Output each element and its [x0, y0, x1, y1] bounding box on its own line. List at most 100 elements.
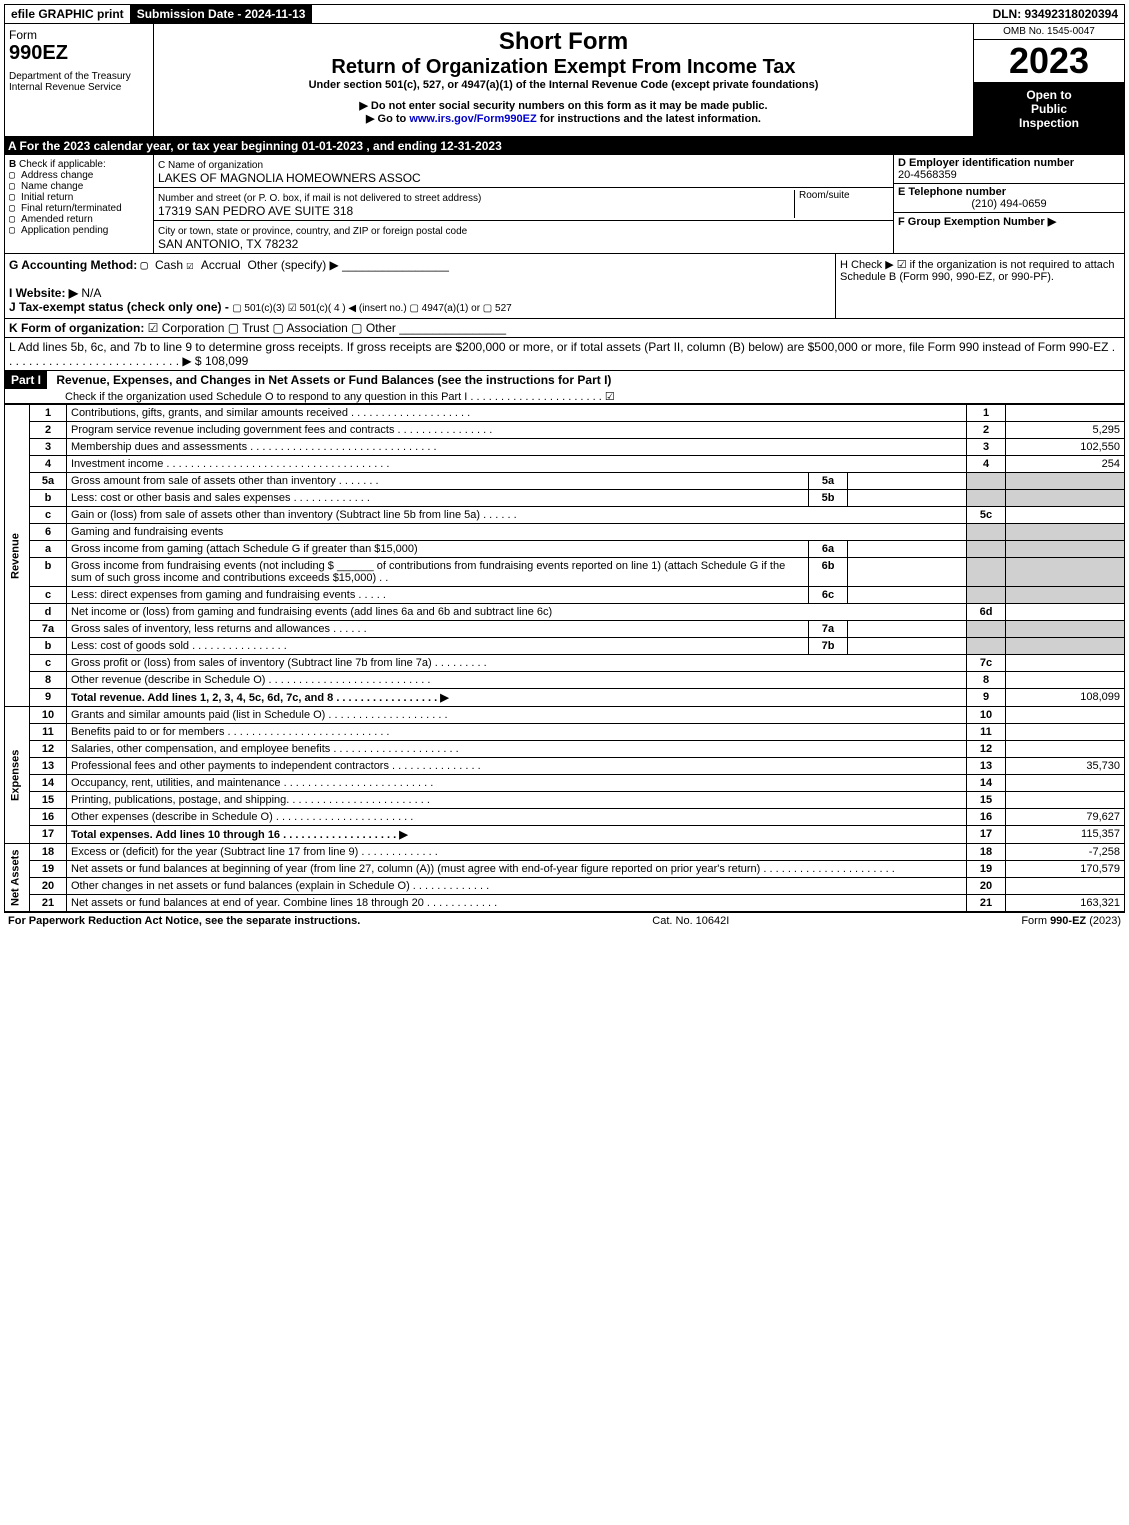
n5c: c — [30, 507, 67, 524]
a5c — [1006, 507, 1125, 524]
r19: 19 — [967, 861, 1006, 878]
dept-label: Department of the Treasury — [9, 71, 149, 82]
t10: Grants and similar amounts paid (list in… — [67, 707, 967, 724]
sh7a2 — [1006, 621, 1125, 638]
footer-right: Form 990-EZ (2023) — [1021, 915, 1121, 927]
opt-pending: Application pending — [21, 225, 108, 236]
l-row: L Add lines 5b, 6c, and 7b to line 9 to … — [4, 338, 1125, 371]
chk-name[interactable]: ▢ — [9, 181, 21, 192]
irs-link[interactable]: www.irs.gov/Form990EZ — [409, 113, 536, 125]
part1-header-row: Part I Revenue, Expenses, and Changes in… — [4, 371, 1125, 404]
ein-value: 20-4568359 — [898, 169, 957, 181]
r9: 9 — [967, 689, 1006, 707]
a6d — [1006, 604, 1125, 621]
t17: Total expenses. Add lines 10 through 16 … — [67, 826, 967, 844]
section-a: A For the 2023 calendar year, or tax yea… — [4, 137, 1125, 155]
t2: Program service revenue including govern… — [67, 422, 967, 439]
main-title: Return of Organization Exempt From Incom… — [158, 56, 969, 79]
t6: Gaming and fundraising events — [67, 524, 967, 541]
chk-amended[interactable]: ▢ — [9, 214, 21, 225]
chk-pending[interactable]: ▢ — [9, 225, 21, 236]
open2: Public — [1031, 102, 1067, 116]
t3: Membership dues and assessments . . . . … — [67, 439, 967, 456]
opt-address: Address change — [21, 170, 93, 181]
r17: 17 — [967, 826, 1006, 844]
chk-final[interactable]: ▢ — [9, 203, 21, 214]
city-label: City or town, state or province, country… — [158, 226, 467, 237]
n2: 2 — [30, 422, 67, 439]
footer-left: For Paperwork Reduction Act Notice, see … — [8, 915, 360, 927]
n4: 4 — [30, 456, 67, 473]
g-accrual: Accrual — [201, 258, 241, 272]
sh6c — [967, 587, 1006, 604]
opt-initial: Initial return — [21, 192, 73, 203]
c-name-label: C Name of organization — [158, 160, 263, 171]
e-label: E Telephone number — [898, 186, 1006, 198]
sh7a — [967, 621, 1006, 638]
t13: Professional fees and other payments to … — [67, 758, 967, 775]
n6d: d — [30, 604, 67, 621]
footer-mid: Cat. No. 10642I — [652, 915, 729, 927]
ma6b — [848, 558, 967, 587]
h-text: H Check ▶ ☑ if the organization is not r… — [840, 259, 1115, 283]
submission-date: Submission Date - 2024-11-13 — [131, 5, 313, 23]
a13: 35,730 — [1006, 758, 1125, 775]
ma6c — [848, 587, 967, 604]
group-exemption-box: F Group Exemption Number ▶ — [894, 213, 1124, 230]
t6c: Less: direct expenses from gaming and fu… — [67, 587, 809, 604]
addr-box: Number and street (or P. O. box, if mail… — [154, 188, 893, 221]
n6c: c — [30, 587, 67, 604]
t6b1: Gross income from fundraising events (no… — [71, 560, 334, 572]
expenses-label: Expenses — [5, 707, 30, 844]
sh6 — [967, 524, 1006, 541]
form-word: Form — [9, 28, 149, 42]
a19: 170,579 — [1006, 861, 1125, 878]
chk-accrual[interactable]: ☑ — [186, 258, 200, 272]
t11: Benefits paid to or for members . . . . … — [67, 724, 967, 741]
org-name: LAKES OF MAGNOLIA HOMEOWNERS ASSOC — [158, 171, 421, 185]
n11: 11 — [30, 724, 67, 741]
lines-table: Revenue 1 Contributions, gifts, grants, … — [4, 404, 1125, 912]
l-amount: 108,099 — [205, 354, 248, 368]
g-label: G Accounting Method: — [9, 258, 137, 272]
revenue-label: Revenue — [5, 405, 30, 707]
sh7b — [967, 638, 1006, 655]
opt-amended: Amended return — [21, 214, 93, 225]
efile-label: efile GRAPHIC print — [5, 5, 131, 23]
b-check-label: Check if applicable: — [19, 159, 106, 170]
sh5a2 — [1006, 473, 1125, 490]
netassets-label: Net Assets — [5, 844, 30, 912]
col-de: D Employer identification number 20-4568… — [893, 155, 1124, 253]
a7c — [1006, 655, 1125, 672]
t6d: Net income or (loss) from gaming and fun… — [67, 604, 967, 621]
g-cash: Cash — [155, 258, 183, 272]
j-opts: ▢ 501(c)(3) ☑ 501(c)( 4 ) ◀ (insert no.)… — [232, 303, 512, 314]
chk-address[interactable]: ▢ — [9, 170, 21, 181]
g-box: G Accounting Method: ▢ Cash ☑ Accrual Ot… — [5, 254, 835, 318]
sh6a2 — [1006, 541, 1125, 558]
n3: 3 — [30, 439, 67, 456]
r3: 3 — [967, 439, 1006, 456]
chk-initial[interactable]: ▢ — [9, 192, 21, 203]
b-label: B — [9, 159, 16, 170]
a8 — [1006, 672, 1125, 689]
goto-link[interactable]: ▶ Go to www.irs.gov/Form990EZ for instru… — [158, 112, 969, 125]
k-label: K Form of organization: — [9, 321, 144, 335]
k-row: K Form of organization: ☑ Corporation ▢ … — [4, 319, 1125, 338]
subtitle: Under section 501(c), 527, or 4947(a)(1)… — [158, 79, 969, 91]
info-grid: B Check if applicable: ▢ Address change … — [4, 155, 1125, 254]
n15: 15 — [30, 792, 67, 809]
ma5b — [848, 490, 967, 507]
m7b: 7b — [809, 638, 848, 655]
r11: 11 — [967, 724, 1006, 741]
k-opts: ☑ Corporation ▢ Trust ▢ Association ▢ Ot… — [148, 321, 396, 335]
r20: 20 — [967, 878, 1006, 895]
r10: 10 — [967, 707, 1006, 724]
part1-check: Check if the organization used Schedule … — [5, 391, 615, 403]
chk-cash[interactable]: ▢ — [141, 258, 155, 272]
sh6a — [967, 541, 1006, 558]
m7a: 7a — [809, 621, 848, 638]
t4: Investment income . . . . . . . . . . . … — [67, 456, 967, 473]
t7c: Gross profit or (loss) from sales of inv… — [67, 655, 967, 672]
n13: 13 — [30, 758, 67, 775]
